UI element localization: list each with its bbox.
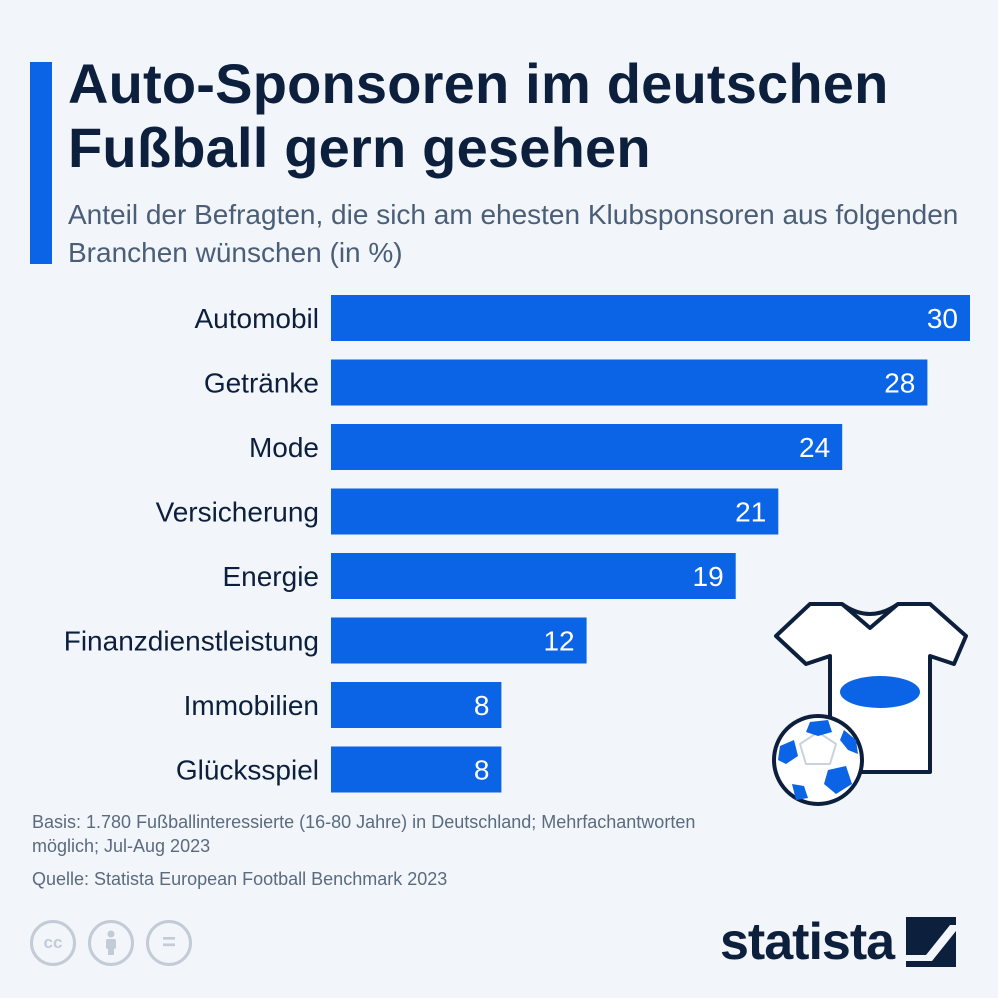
value-label: 28: [884, 368, 915, 399]
category-label: Energie: [222, 561, 319, 592]
category-label: Automobil: [194, 303, 319, 334]
value-label: 8: [474, 690, 490, 721]
category-label: Mode: [249, 432, 319, 463]
value-label: 21: [735, 497, 766, 528]
footnote-source: Quelle: Statista European Football Bench…: [32, 869, 448, 889]
statista-mark-icon: [906, 917, 957, 967]
license-icons: cc =: [30, 920, 192, 966]
category-label: Finanzdienstleistung: [64, 626, 319, 657]
brand-name: statista: [720, 913, 895, 971]
value-label: 8: [474, 755, 490, 786]
value-label: 24: [799, 432, 830, 463]
bar-getränke: [331, 359, 928, 406]
chart-subtitle: Anteil der Befragten, die sich am eheste…: [68, 199, 959, 268]
category-label: Getränke: [204, 368, 319, 399]
bar-glücksspiel: [331, 746, 502, 793]
bar-energie: [331, 553, 736, 599]
value-label: 30: [927, 303, 958, 334]
statista-logo[interactable]: statista: [720, 912, 957, 972]
footnote-basis: Basis: 1.780 Fußballinteressierte (16-80…: [32, 812, 696, 856]
bar-versicherung: [331, 488, 779, 535]
jersey-logo-oval: [840, 676, 920, 708]
category-label: Versicherung: [156, 497, 319, 528]
category-label: Glücksspiel: [176, 755, 319, 786]
bar-mode: [331, 424, 843, 470]
person-icon[interactable]: [88, 920, 134, 966]
value-label: 12: [543, 626, 574, 657]
chart-title: Auto-Sponsoren im deutschen Fußball gern…: [68, 52, 889, 179]
equals-icon[interactable]: =: [146, 920, 192, 966]
title-accent-bar: [30, 62, 52, 264]
cc-icon[interactable]: cc: [30, 920, 76, 966]
bar-immobilien: [331, 682, 502, 728]
value-label: 19: [693, 561, 724, 592]
jersey-football-illustration: [772, 602, 968, 806]
bar-automobil: [331, 295, 970, 341]
category-label: Immobilien: [184, 690, 319, 721]
bar-finanzdienstleistung: [331, 617, 587, 664]
